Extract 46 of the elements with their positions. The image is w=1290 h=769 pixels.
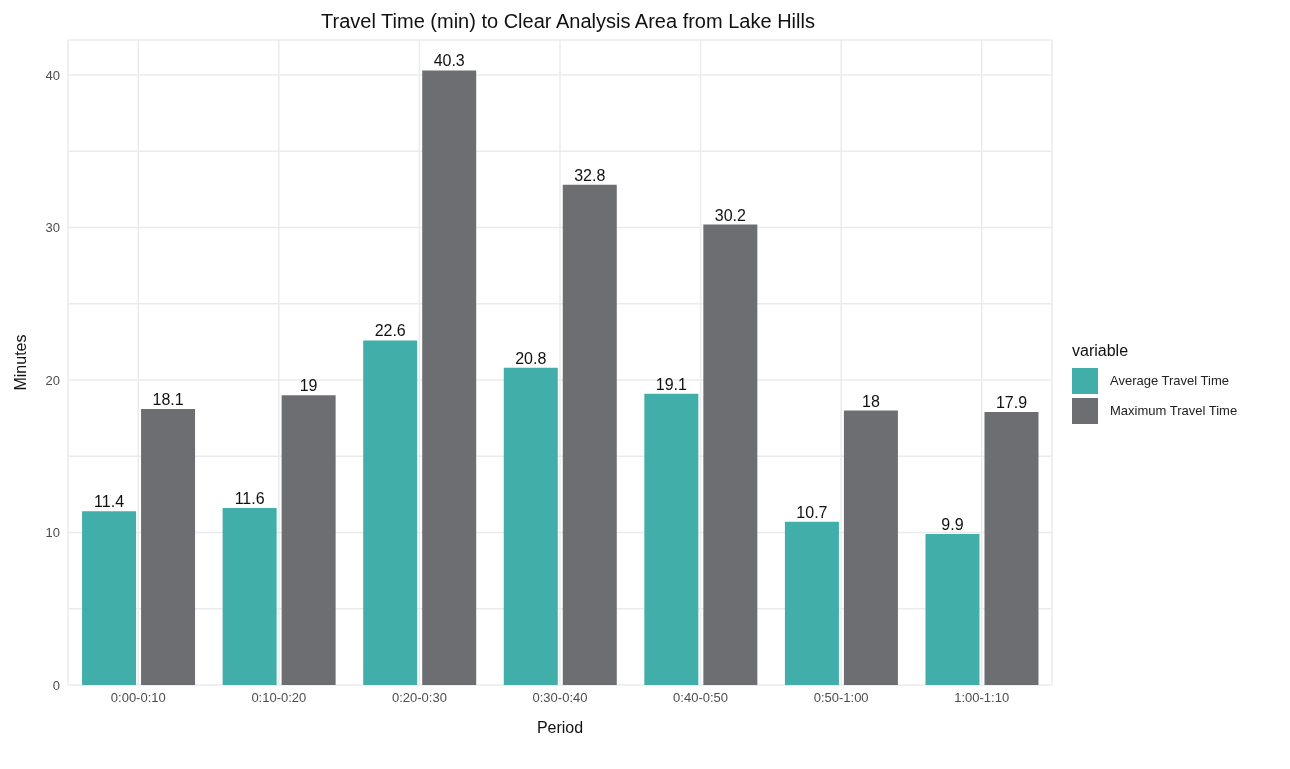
chart-title: Travel Time (min) to Clear Analysis Area from Lake Hills (320, 10, 816, 33)
data-label: 17.9 (995, 394, 1028, 412)
data-label: 22.6 (374, 322, 406, 340)
legend-label: Maximum Travel Time (1110, 403, 1238, 418)
bar (503, 367, 558, 685)
data-label: 9.9 (941, 516, 964, 534)
bar (644, 393, 699, 685)
bar (281, 395, 336, 685)
data-label: 11.4 (94, 493, 125, 511)
bar (363, 340, 418, 685)
bar (703, 224, 758, 685)
y-tick-label: 20 (45, 372, 60, 388)
data-label: 19.1 (655, 375, 688, 393)
bar (784, 521, 839, 685)
bar (562, 184, 617, 685)
bar (925, 534, 980, 685)
y-tick-label: 0 (52, 677, 60, 693)
bar (984, 412, 1039, 685)
y-tick-label: 40 (45, 67, 60, 83)
x-tick-label: 0:40-0:50 (673, 690, 729, 706)
data-label: 20.8 (515, 349, 547, 367)
y-tick-label: 10 (45, 525, 60, 541)
x-tick-label: 0:20-0:30 (391, 690, 447, 706)
bar (82, 511, 137, 685)
data-label: 32.8 (574, 166, 606, 184)
data-label: 40.3 (433, 52, 465, 70)
data-label: 18.1 (152, 391, 184, 409)
legend-title: variable (1072, 341, 1130, 360)
x-tick-label: 0:30-0:40 (532, 690, 588, 706)
y-axis-title: Minutes (11, 334, 29, 391)
legend-label: Average Travel Time (1110, 373, 1229, 388)
x-tick-label: 0:50-1:00 (813, 690, 869, 706)
data-label: 30.2 (714, 206, 747, 224)
x-tick-label: 1:00-1:10 (954, 690, 1010, 706)
data-label: 19 (299, 377, 318, 395)
bar (141, 409, 196, 685)
x-tick-label: 0:00-0:10 (110, 690, 166, 706)
data-label: 10.7 (796, 503, 828, 521)
bar (222, 508, 277, 685)
y-tick-label: 30 (45, 220, 60, 236)
x-axis-title: Period (536, 719, 584, 736)
x-tick-label: 0:10-0:20 (251, 690, 307, 706)
data-label: 18 (862, 392, 880, 410)
data-label: 11.6 (234, 490, 265, 508)
bar (422, 70, 477, 685)
bar (843, 410, 898, 685)
